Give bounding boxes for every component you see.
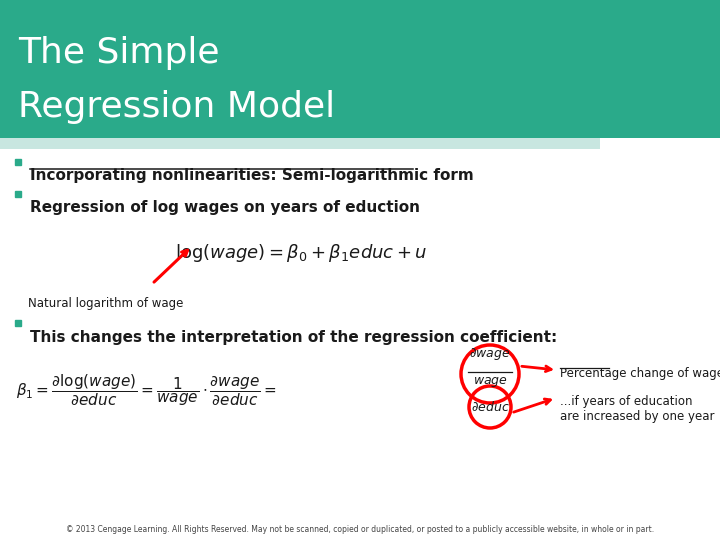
Text: Regression of log wages on years of eduction: Regression of log wages on years of educ… [30, 200, 420, 215]
Text: Regression Model: Regression Model [18, 90, 335, 124]
Bar [0, 138, 600, 148]
Text: This changes the interpretation of the regression coefficient:: This changes the interpretation of the r… [30, 330, 557, 345]
Text: $wage$: $wage$ [472, 375, 508, 389]
Bar [0, 0, 720, 138]
Text: The Simple: The Simple [18, 36, 220, 70]
Text: $\partial educ$: $\partial educ$ [471, 400, 509, 414]
Text: ...if years of education
are increased by one year: ...if years of education are increased b… [560, 395, 714, 423]
Text: Natural logarithm of wage: Natural logarithm of wage [28, 297, 184, 310]
Text: © 2013 Cengage Learning. All Rights Reserved. May not be scanned, copied or dupl: © 2013 Cengage Learning. All Rights Rese… [66, 525, 654, 534]
Text: Incorporating nonlinearities: Semi-logarithmic form: Incorporating nonlinearities: Semi-logar… [30, 168, 474, 183]
Text: Percentage change of wage: Percentage change of wage [560, 367, 720, 380]
Text: $\beta_1 = \dfrac{\partial \log(wage)}{\partial educ} = \dfrac{1}{wage} \cdot \d: $\beta_1 = \dfrac{\partial \log(wage)}{\… [16, 372, 276, 408]
Text: $\log(wage) = \beta_0 + \beta_1 educ + u$: $\log(wage) = \beta_0 + \beta_1 educ + u… [175, 242, 428, 264]
Text: $\partial wage$: $\partial wage$ [469, 346, 510, 362]
